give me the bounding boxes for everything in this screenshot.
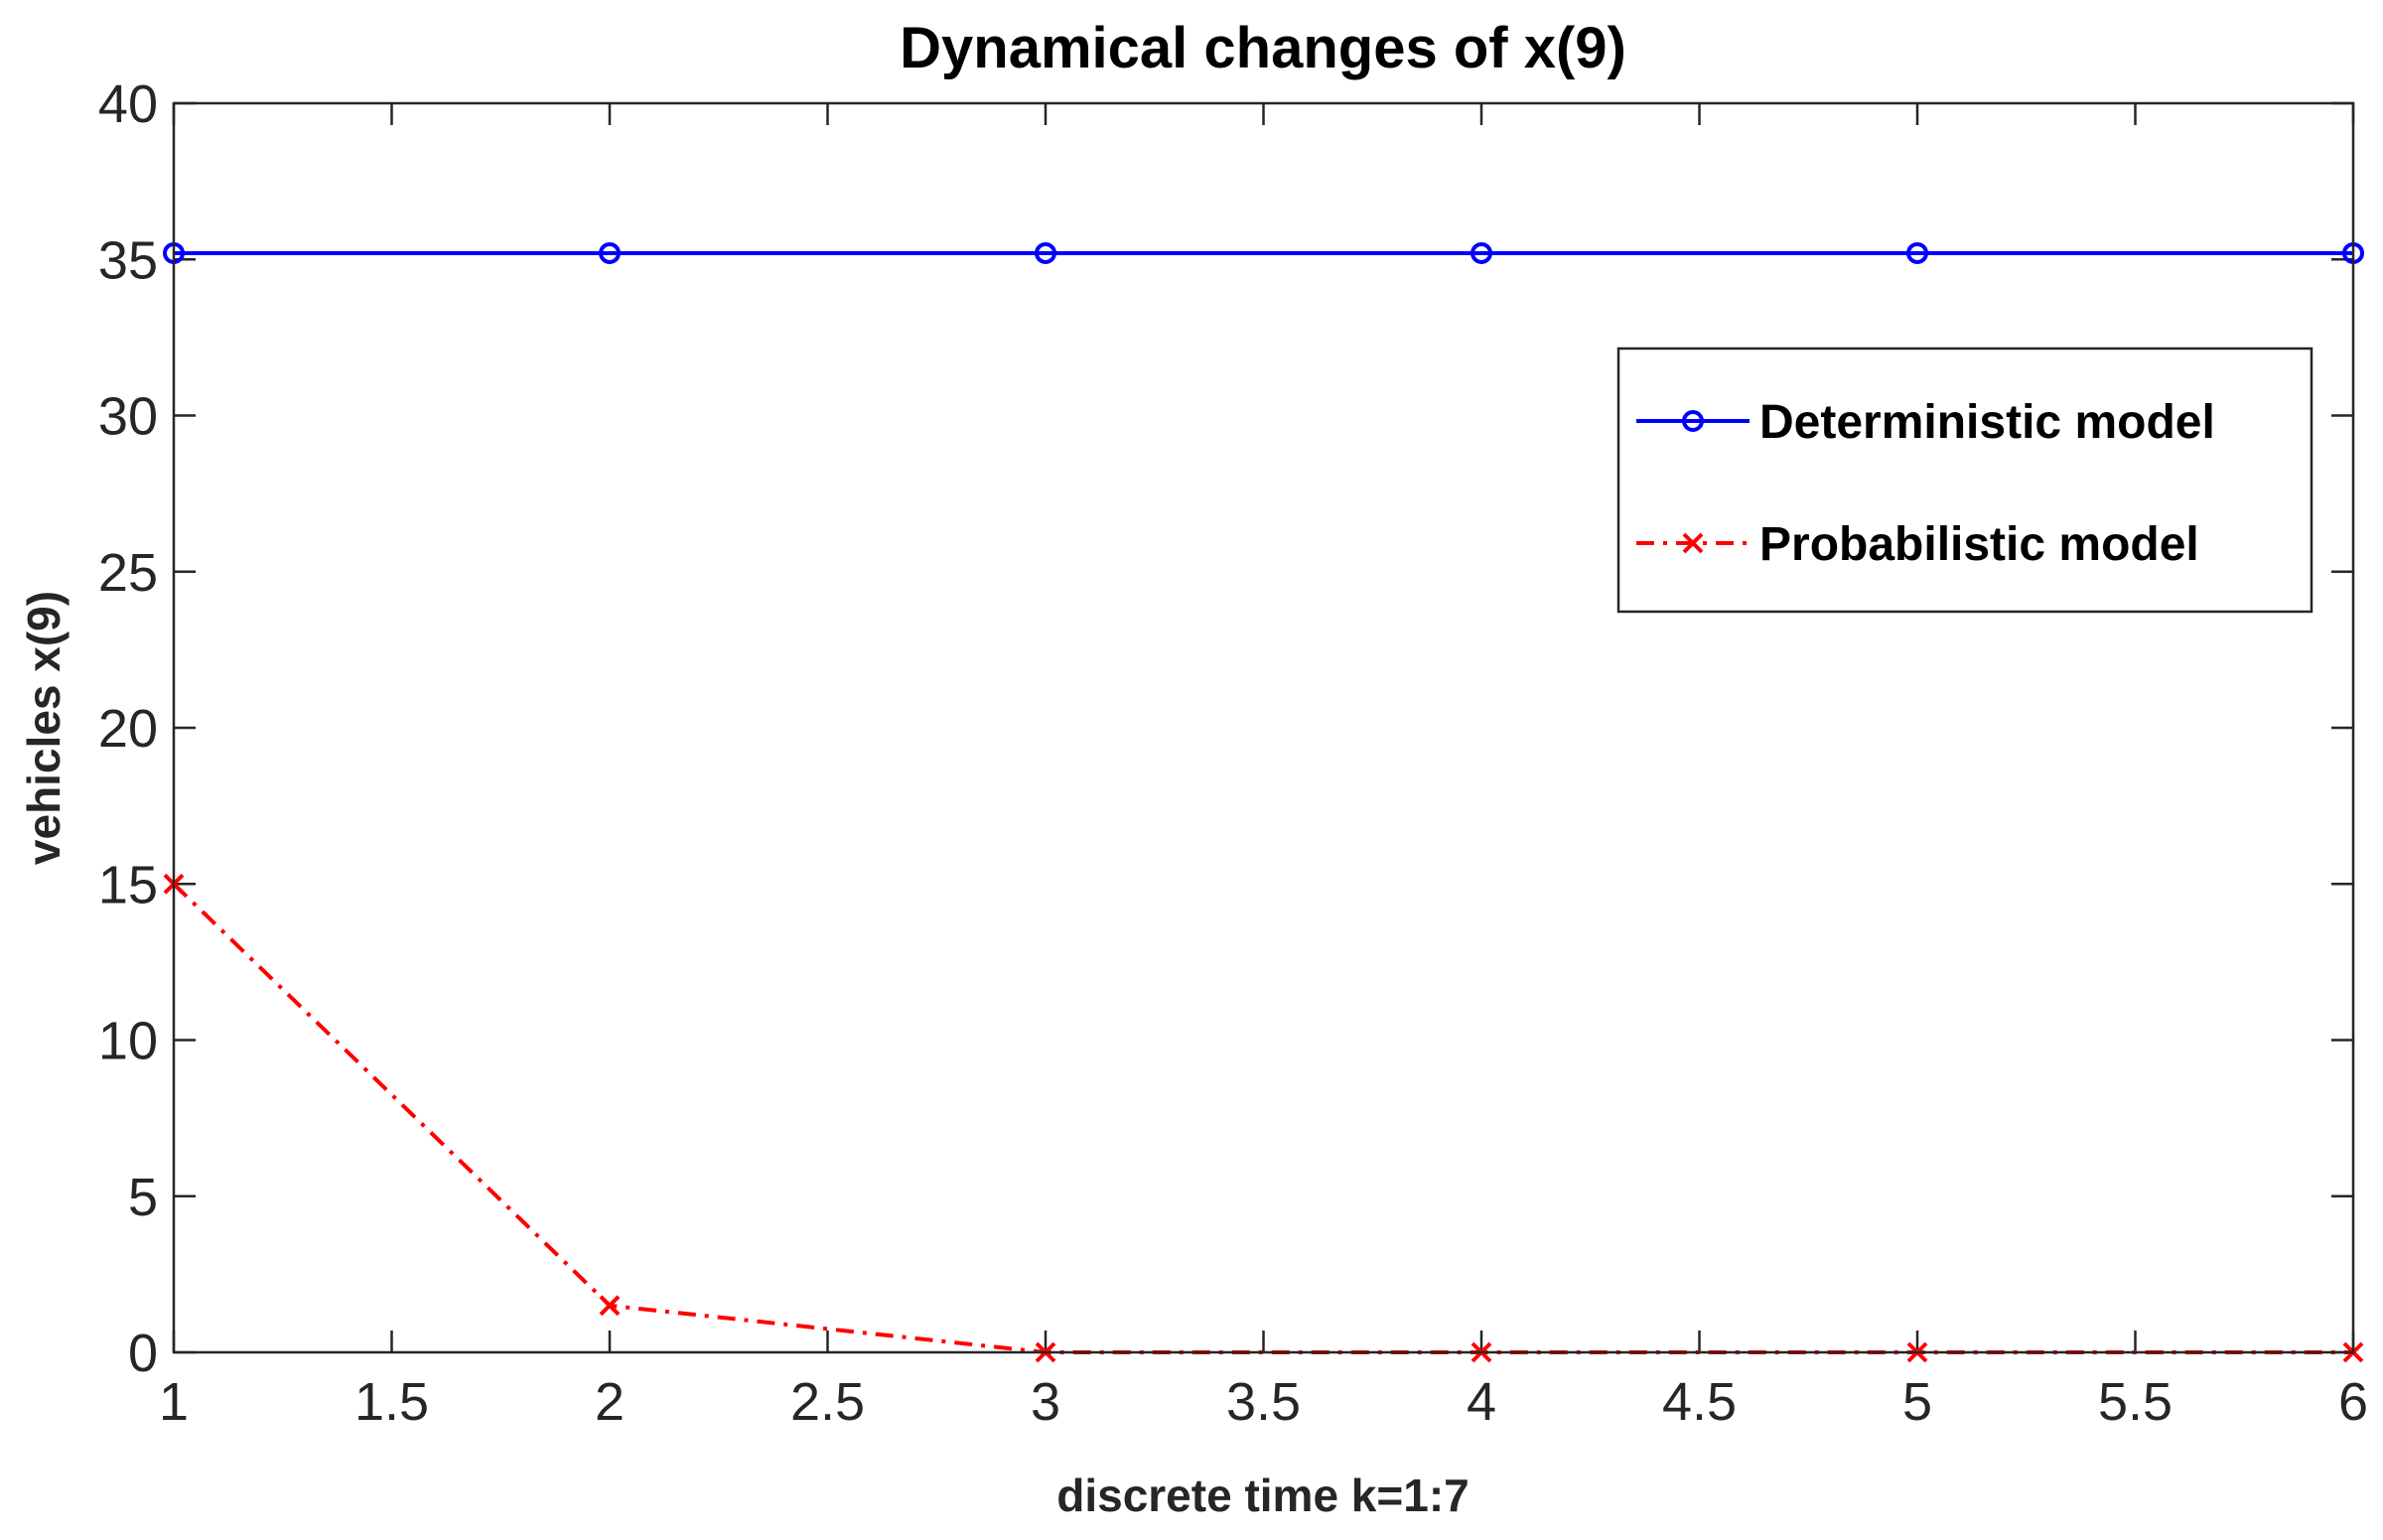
y-tick-label: 40 <box>98 74 158 134</box>
legend-box <box>1616 347 2313 614</box>
chart-title: Dynamical changes of x(9) <box>900 16 1626 80</box>
x-tick-label: 3.5 <box>1226 1372 1301 1432</box>
x-tick-label: 2.5 <box>790 1372 865 1432</box>
data-point-marker <box>1906 241 1928 264</box>
x-tick-label: 2 <box>595 1372 625 1432</box>
plot-area-frame <box>172 101 2355 1354</box>
legend-marker <box>1682 410 1704 432</box>
data-point-marker <box>1471 241 1492 264</box>
x-axis-label: discrete time k=1:7 <box>1056 1470 1470 1521</box>
data-point-marker <box>1035 241 1056 264</box>
x-tick-label: 1.5 <box>354 1372 429 1432</box>
legend-marker <box>1682 532 1704 554</box>
y-tick-label: 0 <box>128 1324 158 1383</box>
x-tick-label: 5 <box>1902 1372 1932 1432</box>
x-tick-label: 5.5 <box>2098 1372 2173 1432</box>
x-tick-label: 1 <box>159 1372 189 1432</box>
legend-label: Probabilistic model <box>1759 518 2199 571</box>
x-tick-label: 4 <box>1467 1372 1496 1432</box>
data-point-marker <box>599 1295 621 1317</box>
legend: Deterministic model Probabilistic model <box>1616 347 2313 614</box>
x-tick-label: 6 <box>2338 1372 2368 1432</box>
y-tick-label: 35 <box>98 230 158 290</box>
y-tick-label: 5 <box>128 1168 158 1227</box>
y-tick-label: 25 <box>98 543 158 603</box>
x-tick-label: 4.5 <box>1662 1372 1737 1432</box>
legend-label: Deterministic model <box>1759 396 2215 449</box>
y-tick-label: 20 <box>98 699 158 759</box>
y-tick-label: 10 <box>98 1012 158 1071</box>
x-tick-labels: 1 1.5 2 2.5 3 3.5 4 4.5 5 5.5 6 <box>159 1372 2368 1432</box>
series-deterministic <box>163 241 2364 264</box>
y-tick-label: 15 <box>98 855 158 914</box>
y-tick-label: 30 <box>98 387 158 447</box>
x-tick-label: 3 <box>1031 1372 1060 1432</box>
data-point-marker <box>599 241 621 264</box>
y-axis-label: vehicles x(9) <box>18 591 70 865</box>
y-tick-labels: 0 5 10 15 20 25 30 35 40 <box>98 74 158 1383</box>
